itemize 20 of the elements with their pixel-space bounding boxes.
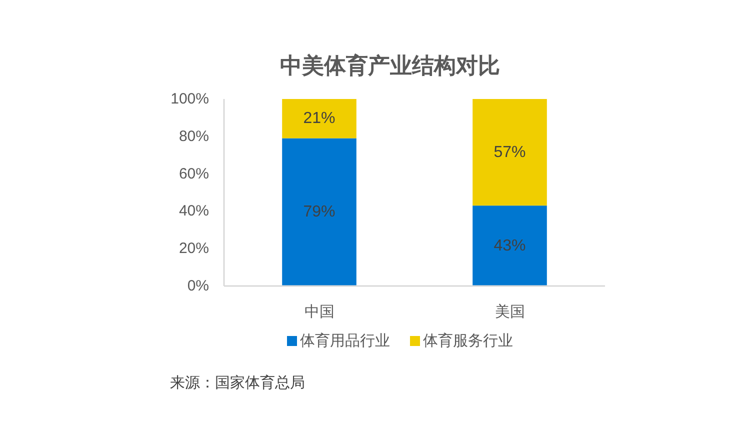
- data-label: 79%: [303, 204, 336, 221]
- y-tick-label: 20%: [178, 240, 209, 258]
- chart-title: 中美体育产业结构对比: [280, 53, 500, 78]
- data-label: 57%: [494, 144, 526, 161]
- y-tick-label: 100%: [170, 90, 209, 108]
- bar: [472, 206, 547, 286]
- data-label: 21%: [303, 110, 336, 128]
- x-tick-label: 美国: [494, 304, 525, 320]
- legend-label: 体育用品行业: [300, 332, 390, 350]
- y-tick-label: 0%: [187, 278, 209, 294]
- bar: [282, 99, 356, 138]
- legend-label: 体育服务行业: [423, 332, 513, 350]
- x-tick-label: 中国: [304, 304, 334, 320]
- bar: [282, 138, 356, 286]
- y-tick-label: 40%: [178, 202, 209, 220]
- source-note: 来源：国家体育总局: [170, 374, 305, 392]
- y-tick-label: 80%: [178, 128, 209, 145]
- data-label: 43%: [494, 237, 526, 254]
- y-tick-label: 60%: [178, 165, 209, 182]
- bar: [472, 99, 547, 206]
